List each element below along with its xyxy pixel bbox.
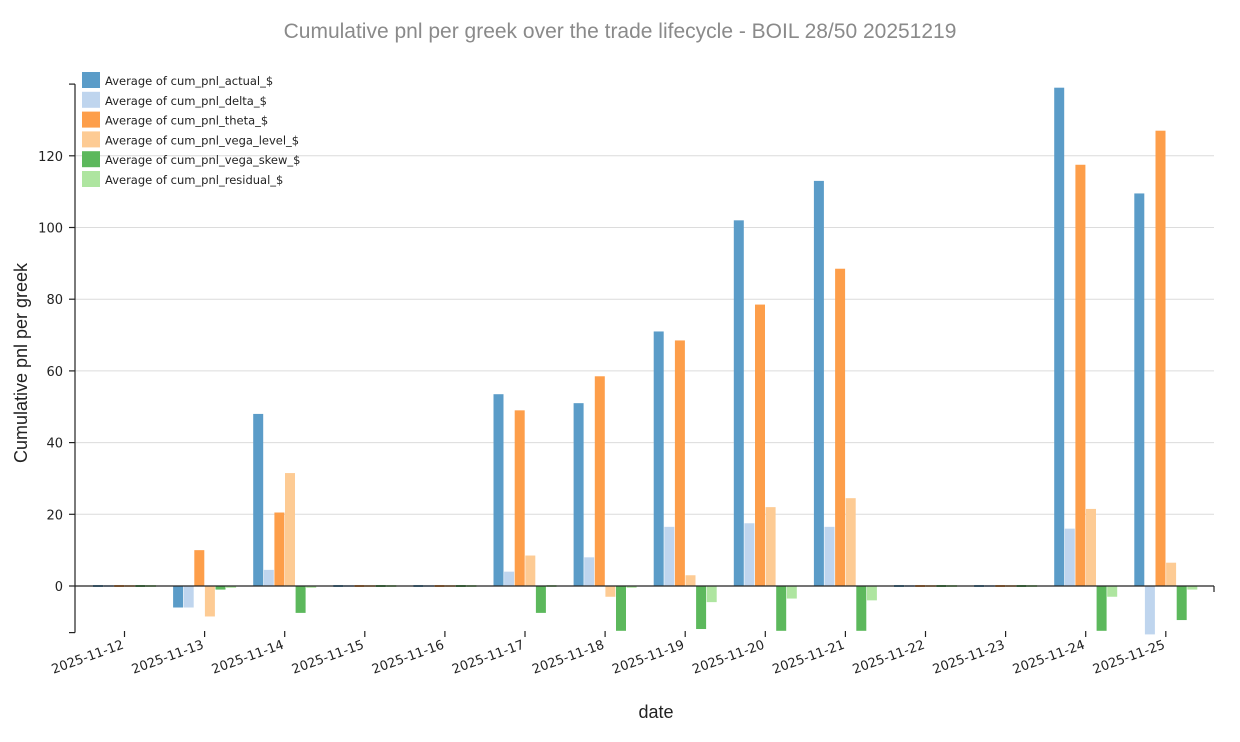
y-tick-label: 120 xyxy=(38,150,63,165)
x-tick-label: 2025-11-16 xyxy=(370,638,446,678)
x-tick-label: 2025-11-14 xyxy=(210,638,286,678)
bar-2025-11-13-s4 xyxy=(215,586,226,590)
bar-2025-11-13-s1 xyxy=(183,586,194,608)
legend-label-0: Average of cum_pnl_actual_$ xyxy=(105,74,273,88)
bar-2025-11-25-s1 xyxy=(1144,586,1155,635)
bar-2025-11-17-s0 xyxy=(493,394,504,586)
bar-2025-11-25-s4 xyxy=(1176,586,1187,621)
bar-2025-11-24-s4 xyxy=(1096,586,1107,631)
legend-label-1: Average of cum_pnl_delta_$ xyxy=(105,94,267,108)
gridlines xyxy=(75,155,1214,587)
bar-2025-11-14-s1 xyxy=(263,569,274,586)
bar-2025-11-19-s2 xyxy=(674,340,685,586)
bar-2025-11-25-s2 xyxy=(1155,130,1166,586)
legend-label-2: Average of cum_pnl_theta_$ xyxy=(105,114,268,128)
bar-2025-11-25-s0 xyxy=(1134,193,1145,586)
chart-title: Cumulative pnl per greek over the trade … xyxy=(284,20,957,43)
bar-2025-11-18-s5 xyxy=(626,586,637,588)
bar-2025-11-19-s0 xyxy=(653,331,664,586)
bar-2025-11-17-s2 xyxy=(514,410,525,586)
bar-2025-11-18-s1 xyxy=(584,557,595,586)
bar-2025-11-24-s5 xyxy=(1107,586,1118,597)
bar-2025-11-19-s1 xyxy=(664,526,675,586)
y-tick-label: 100 xyxy=(38,222,63,237)
bar-2025-11-18-s4 xyxy=(616,586,626,631)
bar-2025-11-24-s3 xyxy=(1086,508,1096,586)
legend: Average of cum_pnl_actual_$ Average of cu… xyxy=(82,72,300,187)
bar-2025-11-21-s5 xyxy=(866,586,877,601)
bars xyxy=(93,87,1198,635)
bar-2025-11-14-s4 xyxy=(295,586,306,613)
bar-2025-11-20-s1 xyxy=(744,523,755,586)
legend-swatch-5 xyxy=(82,171,100,187)
bar-2025-11-18-s3 xyxy=(605,586,616,597)
x-tick-label: 2025-11-13 xyxy=(130,638,206,678)
x-tick-label: 2025-11-23 xyxy=(931,638,1007,678)
bar-2025-11-17-s3 xyxy=(525,555,536,586)
bar-2025-11-20-s4 xyxy=(776,586,787,631)
bar-2025-11-13-s3 xyxy=(204,586,215,617)
bar-2025-11-13-s0 xyxy=(173,586,184,608)
x-tick-label: 2025-11-12 xyxy=(50,638,126,678)
bar-2025-11-18-s0 xyxy=(573,403,584,586)
bar-2025-11-20-s3 xyxy=(765,507,776,586)
bar-2025-11-21-s1 xyxy=(824,526,835,586)
bar-2025-11-20-s0 xyxy=(733,220,744,586)
bar-2025-11-19-s3 xyxy=(685,575,696,586)
y-tick-label: 20 xyxy=(46,508,63,523)
bar-2025-11-17-s1 xyxy=(504,571,515,586)
bar-2025-11-20-s5 xyxy=(786,586,797,599)
x-axis-label: date xyxy=(638,702,673,722)
y-tick-label: 40 xyxy=(46,437,63,452)
bar-2025-11-21-s4 xyxy=(856,586,867,631)
bar-2025-11-25-s5 xyxy=(1187,586,1198,590)
bar-2025-11-24-s0 xyxy=(1054,87,1065,586)
bar-2025-11-21-s2 xyxy=(835,268,846,586)
legend-swatch-0 xyxy=(82,72,100,88)
legend-swatch-1 xyxy=(82,91,100,108)
x-tick-label: 2025-11-17 xyxy=(450,638,526,678)
legend-label-5: Average of cum_pnl_residual_$ xyxy=(105,173,283,187)
bar-2025-11-21-s3 xyxy=(845,498,856,586)
bar-2025-11-21-s0 xyxy=(813,180,824,586)
legend-swatch-3 xyxy=(82,131,100,148)
legend-swatch-2 xyxy=(82,111,100,128)
x-tick-label: 2025-11-24 xyxy=(1011,638,1087,678)
bar-2025-11-24-s1 xyxy=(1064,528,1075,586)
bar-2025-11-25-s3 xyxy=(1166,562,1177,586)
bar-2025-11-14-s3 xyxy=(285,473,295,586)
x-tick-label: 2025-11-18 xyxy=(530,638,606,678)
x-tick-label: 2025-11-22 xyxy=(851,638,927,678)
bar-2025-11-24-s2 xyxy=(1075,164,1086,586)
y-tick-label: 60 xyxy=(46,365,63,380)
bar-2025-11-17-s4 xyxy=(535,586,546,613)
x-tick-label: 2025-11-25 xyxy=(1091,638,1167,678)
bar-2025-11-14-s2 xyxy=(274,512,285,586)
legend-swatch-4 xyxy=(82,151,100,168)
bar-2025-11-20-s2 xyxy=(755,304,765,586)
legend-label-4: Average of cum_pnl_vega_skew_$ xyxy=(105,153,300,167)
bar-2025-11-14-s5 xyxy=(306,586,317,588)
bar-2025-11-19-s5 xyxy=(706,586,717,603)
y-axis-label: Cumulative pnl per greek xyxy=(11,262,31,463)
x-tick-label: 2025-11-21 xyxy=(771,638,847,678)
bar-2025-11-13-s5 xyxy=(226,586,237,588)
x-tick-label: 2025-11-20 xyxy=(691,638,767,678)
bar-2025-11-18-s2 xyxy=(594,376,605,586)
bar-2025-11-13-s2 xyxy=(194,550,205,586)
bar-2025-11-14-s0 xyxy=(253,413,264,586)
x-tick-label: 2025-11-15 xyxy=(290,638,366,678)
x-tick-label: 2025-11-19 xyxy=(610,638,686,678)
legend-label-3: Average of cum_pnl_vega_level_$ xyxy=(105,133,299,147)
y-tick-label: 80 xyxy=(46,293,63,308)
y-tick-label: 0 xyxy=(55,580,63,595)
bar-2025-11-19-s4 xyxy=(696,586,707,630)
